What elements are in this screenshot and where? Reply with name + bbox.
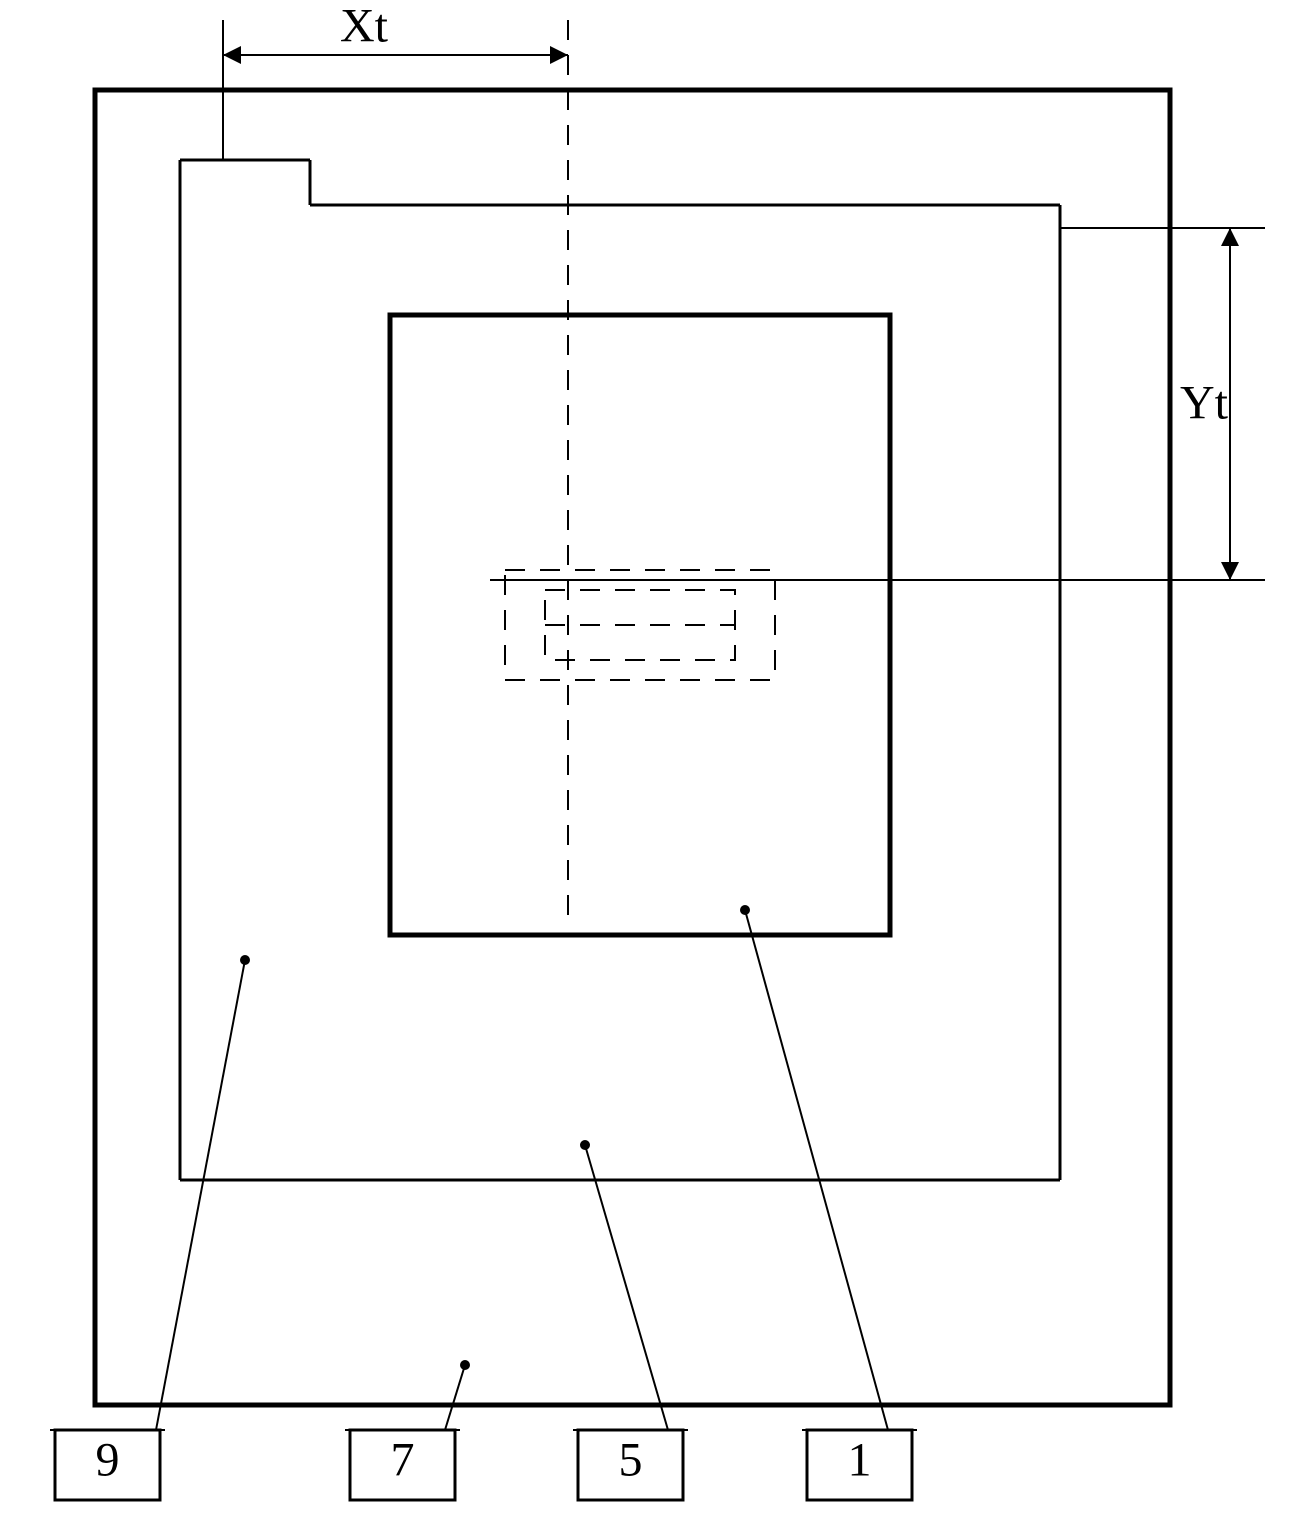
svg-text:1: 1 [848,1434,872,1487]
diagram-canvas: Xt Yt 9 7 5 1 [0,0,1297,1524]
technical-drawing: Xt Yt 9 7 5 1 [0,0,1297,1524]
svg-text:5: 5 [619,1434,643,1487]
svg-text:7: 7 [391,1434,415,1487]
svg-text:Yt: Yt [1180,377,1229,430]
svg-text:9: 9 [96,1434,120,1487]
svg-text:Xt: Xt [340,0,389,53]
